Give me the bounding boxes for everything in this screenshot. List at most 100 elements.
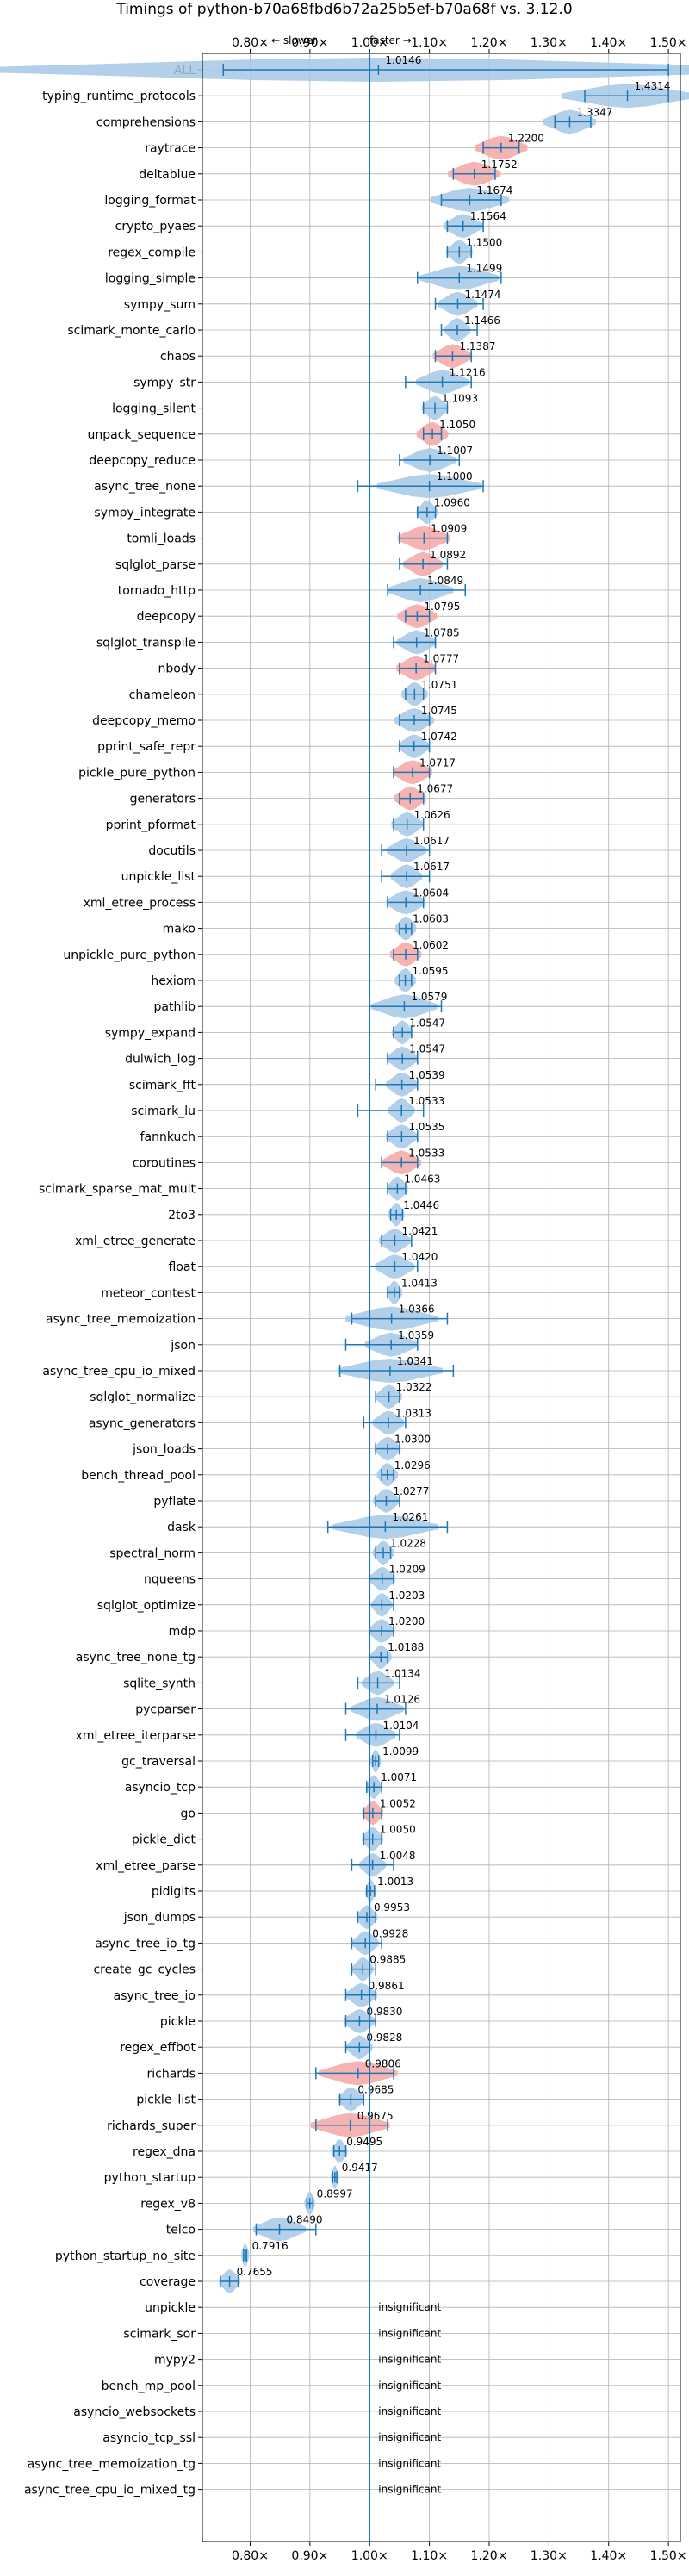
row-label: regex_compile [108, 246, 196, 259]
value-label: 1.0322 [396, 1381, 432, 1393]
row-label: json_dumps [123, 1911, 196, 1925]
row-label: scimark_sor [123, 2327, 196, 2341]
value-label: 1.0533 [408, 1095, 444, 1107]
top-tick-label: 0.90× [291, 36, 328, 50]
row-label: pickle_dict [132, 1833, 196, 1847]
row-label: chameleon [129, 688, 196, 702]
row-label: pidigits [152, 1885, 196, 1899]
value-label: 1.0602 [413, 939, 449, 951]
row-label: nqueens [144, 1573, 196, 1587]
value-label: 1.0209 [389, 1564, 425, 1576]
value-label: 1.0892 [430, 549, 466, 561]
value-label: 1.0603 [413, 913, 449, 925]
value-label: 1.0420 [401, 1251, 438, 1263]
value-label: 1.0421 [401, 1225, 438, 1237]
row-label: pycparser [135, 1703, 196, 1717]
value-label: 0.9417 [342, 2162, 378, 2174]
row-label: unpickle_pure_python [63, 949, 196, 962]
row-label: pickle_list [136, 2094, 196, 2107]
row-label: sympy_expand [105, 1026, 196, 1040]
row-label: json_loads [132, 1443, 196, 1457]
value-label: 1.0717 [419, 756, 456, 768]
value-label: 1.1000 [437, 470, 473, 482]
value-label: 1.1752 [481, 159, 518, 171]
row-label: xml_etree_generate [75, 1235, 196, 1248]
row-label: sympy_integrate [94, 506, 196, 520]
faster-annotation: faster → [369, 34, 412, 47]
value-label: 0.7655 [237, 2266, 273, 2278]
row-label: telco [166, 2224, 196, 2237]
value-label: 1.0960 [434, 496, 470, 508]
value-label: 1.1216 [450, 366, 486, 378]
insignificant-label: insignificant [378, 2405, 441, 2417]
value-label: 1.0751 [421, 679, 457, 691]
value-label: 1.0200 [388, 1615, 425, 1627]
plot-frame [202, 53, 681, 2542]
row-label: xml_etree_parse [96, 1859, 196, 1873]
value-label: 1.0446 [403, 1199, 439, 1211]
insignificant-label: insignificant [378, 2301, 441, 2313]
row-label: python_startup [104, 2171, 196, 2185]
row-label: gc_traversal [121, 1755, 196, 1769]
value-label: 1.0126 [384, 1694, 420, 1706]
row-label: coverage [140, 2275, 196, 2289]
value-label: 1.0048 [380, 1850, 416, 1862]
value-label: 1.0313 [395, 1407, 431, 1419]
row-label: sqlglot_normalize [90, 1391, 196, 1404]
value-label: 1.3347 [576, 106, 612, 118]
row-label: sqlglot_parse [115, 558, 196, 572]
value-label: 1.0366 [399, 1304, 435, 1316]
row-label: sqlglot_transpile [96, 636, 196, 650]
row-label: tornado_http [118, 584, 196, 598]
row-label: scimark_monte_carlo [67, 324, 196, 338]
row-label: richards [147, 2067, 196, 2081]
value-label: 0.9830 [366, 2006, 402, 2018]
row-label: xml_etree_iterparse [76, 1729, 196, 1743]
value-label: 1.0579 [411, 991, 447, 1003]
benchmark-rows: ALL1.0146typing_runtime_protocols1.4314c… [0, 54, 689, 2498]
value-label: 1.1474 [465, 289, 501, 301]
value-label: 0.9675 [357, 2110, 394, 2122]
row-label: bench_thread_pool [81, 1469, 196, 1483]
bottom-tick-label: 1.50× [650, 2549, 687, 2563]
chart-title: Timings of python-b70a68fbd6b72a25b5ef-b… [115, 1, 572, 18]
value-label: 1.0849 [427, 575, 463, 587]
value-label: 1.0626 [414, 809, 450, 821]
value-label: 0.9861 [369, 1980, 405, 1992]
insignificant-label: insignificant [378, 2327, 441, 2339]
row-label: async_tree_io [114, 1989, 196, 2003]
row-label: sqlite_synth [123, 1677, 196, 1690]
value-label: 1.1499 [466, 263, 502, 275]
row-label: pathlib [154, 1000, 196, 1014]
bottom-tick-label: 1.20× [471, 2549, 508, 2563]
row-label: sympy_str [133, 376, 196, 389]
row-label: comprehensions [96, 115, 196, 129]
value-label: 0.9806 [365, 2057, 401, 2069]
row-label: dask [167, 1521, 196, 1534]
top-tick-label: 1.30× [531, 36, 568, 50]
value-label: 1.0296 [394, 1459, 431, 1472]
top-tick-label: 0.80× [232, 36, 269, 50]
row-label: chaos [160, 350, 196, 364]
value-label: 1.1564 [470, 210, 506, 222]
value-label: 1.0742 [421, 731, 457, 743]
bottom-tick-label: 1.30× [531, 2549, 568, 2563]
row-label: go [181, 1807, 196, 1820]
value-label: 1.1093 [442, 393, 478, 405]
value-label: 1.0617 [413, 835, 450, 847]
row-label: logging_silent [112, 402, 196, 416]
value-label: 1.1466 [464, 314, 500, 327]
value-label: 1.0604 [413, 887, 449, 899]
row-label: deltablue [139, 168, 196, 182]
value-label: 0.9828 [366, 2032, 402, 2044]
bottom-tick-label: 0.80× [232, 2549, 269, 2563]
row-label: deepcopy_memo [92, 714, 196, 728]
row-label: scimark_lu [131, 1104, 196, 1118]
value-label: 1.0052 [380, 1797, 416, 1809]
row-label: mako [163, 923, 196, 936]
row-label: scimark_sparse_mat_mult [39, 1183, 196, 1197]
row-label: pprint_pformat [106, 818, 196, 832]
value-label: 1.0277 [393, 1485, 429, 1497]
row-label: typing_runtime_protocols [42, 90, 196, 103]
top-tick-label: 1.40× [590, 36, 627, 50]
